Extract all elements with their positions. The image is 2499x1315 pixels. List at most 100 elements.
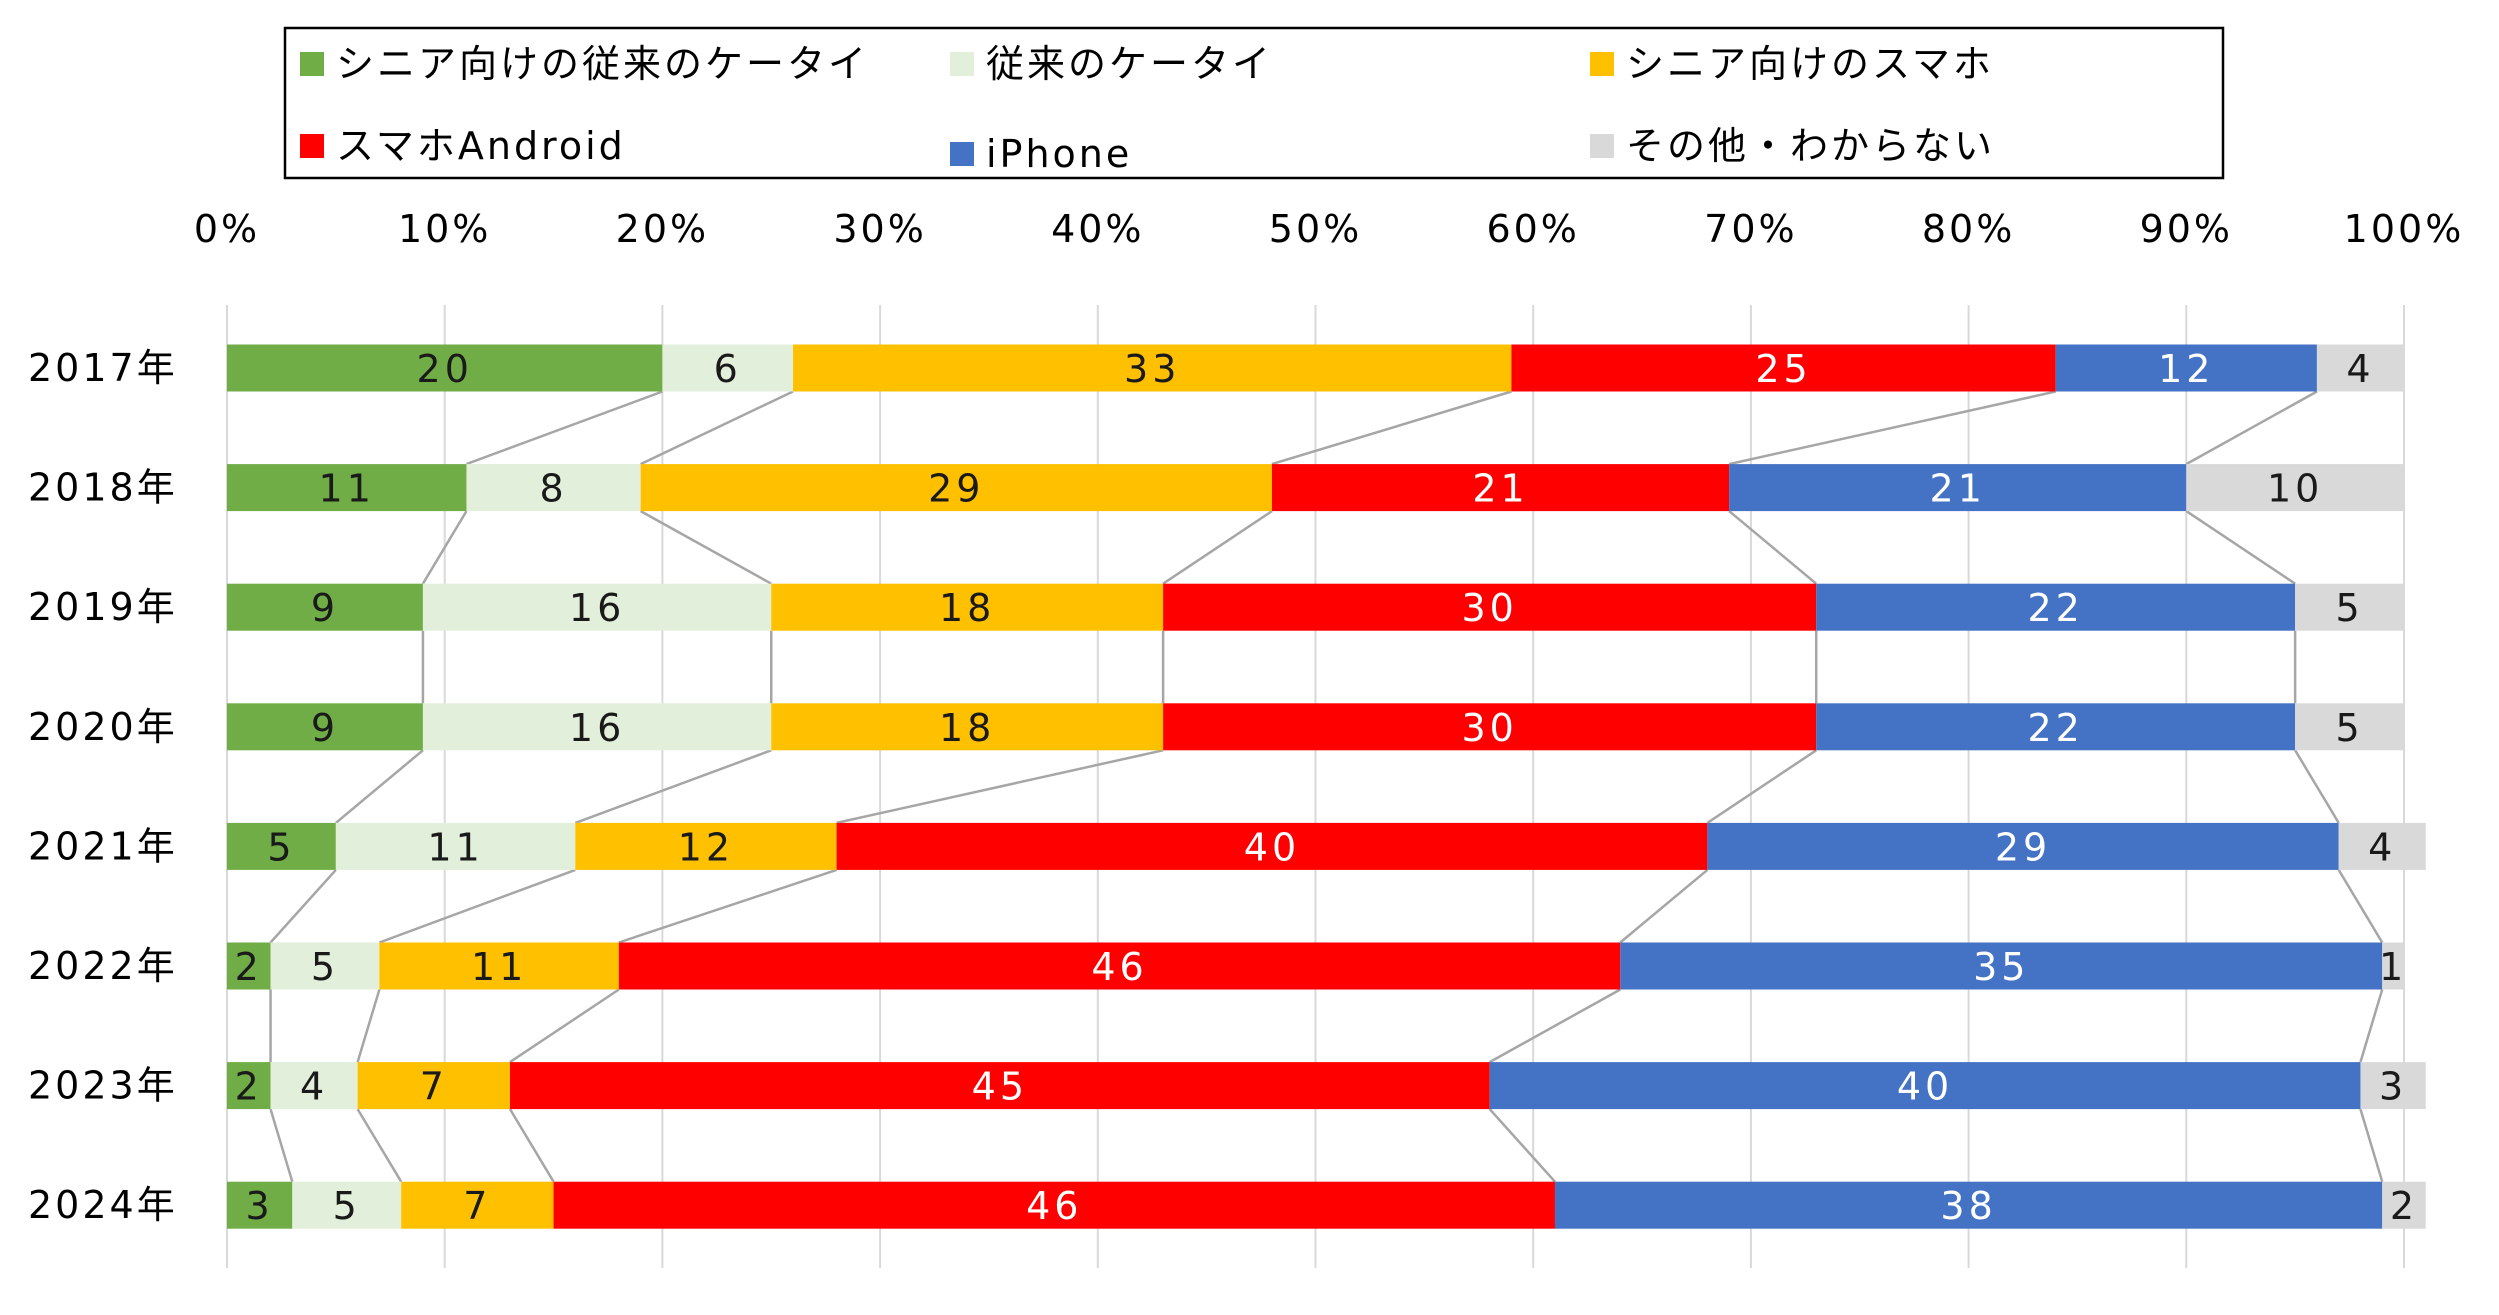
data-labels: 20 6 33 25 12 411 8 29 21 21 109 16 18 30 22 59 16 18 30 22… <box>235 347 2414 1228</box>
x-tick-label: 0% <box>194 207 260 251</box>
connector-line <box>640 510 772 585</box>
data-label: 3 <box>246 1184 274 1228</box>
x-tick-label: 20% <box>616 207 709 251</box>
connector-line <box>378 868 576 944</box>
connector-line <box>2359 989 2384 1063</box>
data-label: 4 <box>300 1065 328 1109</box>
connector-line <box>640 390 794 466</box>
data-label: 29 <box>1995 825 2051 869</box>
x-tick-label: 10% <box>398 207 491 251</box>
data-label: 4 <box>2368 825 2396 869</box>
data-label: 22 <box>2028 706 2084 750</box>
bar-segment <box>422 583 772 631</box>
bar-segment <box>422 703 772 751</box>
bar-segment <box>793 344 1512 392</box>
gridlines <box>226 305 2405 1268</box>
legend-label: 従来のケータイ <box>986 42 1273 86</box>
bar-segment <box>662 344 794 392</box>
legend-label: スマホAndroid <box>336 124 626 168</box>
data-label: 40 <box>1897 1065 1953 1109</box>
y-tick-label: 2021年 <box>28 824 178 868</box>
bar-segment <box>335 822 576 870</box>
bar-segment <box>270 1062 358 1110</box>
bar-segment <box>1489 1062 2361 1110</box>
bars <box>227 344 2426 1229</box>
bar-segment <box>227 464 467 512</box>
bar-segment <box>640 464 1272 512</box>
bar-segment <box>1163 583 1817 631</box>
bar-segment <box>379 942 619 990</box>
data-label: 46 <box>1091 945 1147 989</box>
bar-segment <box>1620 942 2383 990</box>
data-label: 5 <box>2335 706 2363 750</box>
connector-line <box>1619 868 1709 944</box>
legend-swatch <box>1590 52 1614 76</box>
bar-segment <box>227 344 663 392</box>
data-label: 22 <box>2028 586 2084 630</box>
data-label: 5 <box>267 825 295 869</box>
data-label: 2 <box>235 945 263 989</box>
connector-line <box>1162 510 1273 585</box>
y-axis: 2017年 2018年 2019年 2020年 2021年 2022年 2023年 2024年 <box>28 346 178 1227</box>
data-label: 3 <box>2379 1065 2407 1109</box>
x-tick-label: 100% <box>2344 207 2465 251</box>
connector-line <box>269 1108 294 1183</box>
connector-line <box>574 749 772 825</box>
bar-segment <box>292 1181 402 1229</box>
data-label: 30 <box>1461 586 1517 630</box>
bar-segment <box>1816 583 2296 631</box>
y-tick-label: 2024年 <box>28 1183 178 1227</box>
connector-line <box>356 989 381 1063</box>
bar-segment <box>2338 822 2426 870</box>
x-tick-label: 40% <box>1051 207 1144 251</box>
data-label: 2 <box>235 1065 263 1109</box>
bar-segment <box>1729 464 2187 512</box>
y-tick-label: 2022年 <box>28 944 178 988</box>
connector-line <box>356 1108 403 1183</box>
bar-segment <box>2295 583 2404 631</box>
data-label: 20 <box>417 347 473 391</box>
connector-line <box>836 749 1164 825</box>
connector-line <box>2185 390 2318 466</box>
bar-segment <box>575 822 837 870</box>
legend-label: シニア向けの従来のケータイ <box>336 42 869 86</box>
y-tick-label: 2023年 <box>28 1064 178 1108</box>
bar-segment <box>771 583 1164 631</box>
legend-label: シニア向けのスマホ <box>1626 42 1994 86</box>
data-label: 9 <box>311 586 339 630</box>
data-label: 5 <box>2335 586 2363 630</box>
legend-swatch <box>950 142 974 166</box>
y-tick-label: 2019年 <box>28 585 178 629</box>
bar-segment <box>1511 344 2056 392</box>
data-label: 6 <box>714 347 742 391</box>
legend-box <box>283 26 2225 180</box>
data-label: 7 <box>463 1184 491 1228</box>
bar-segment <box>401 1181 554 1229</box>
data-label: 10 <box>2267 467 2323 511</box>
connector-line <box>1489 988 1621 1064</box>
bar-segment <box>2316 344 2404 392</box>
bar-segment <box>618 942 1621 990</box>
data-label: 1 <box>2379 945 2407 989</box>
x-tick-label: 90% <box>2140 207 2233 251</box>
bar-segment <box>1554 1181 2383 1229</box>
data-label: 18 <box>939 706 995 750</box>
x-tick-label: 60% <box>1486 207 1579 251</box>
bar-segment <box>357 1062 511 1110</box>
data-label: 8 <box>539 467 567 511</box>
connector-line <box>1706 749 1817 824</box>
data-label: 38 <box>1940 1184 1996 1228</box>
data-label: 33 <box>1124 347 1180 391</box>
legend-label: その他・わからない <box>1626 124 1995 168</box>
data-label: 4 <box>2346 347 2374 391</box>
connector-line <box>508 1108 555 1183</box>
data-label: 11 <box>427 825 483 869</box>
legend-label: iPhone <box>986 132 1132 176</box>
data-label: 46 <box>1026 1184 1082 1228</box>
connector-line <box>269 869 337 944</box>
connector-line <box>1728 510 1818 585</box>
data-label: 16 <box>569 586 625 630</box>
data-label: 7 <box>420 1065 448 1109</box>
